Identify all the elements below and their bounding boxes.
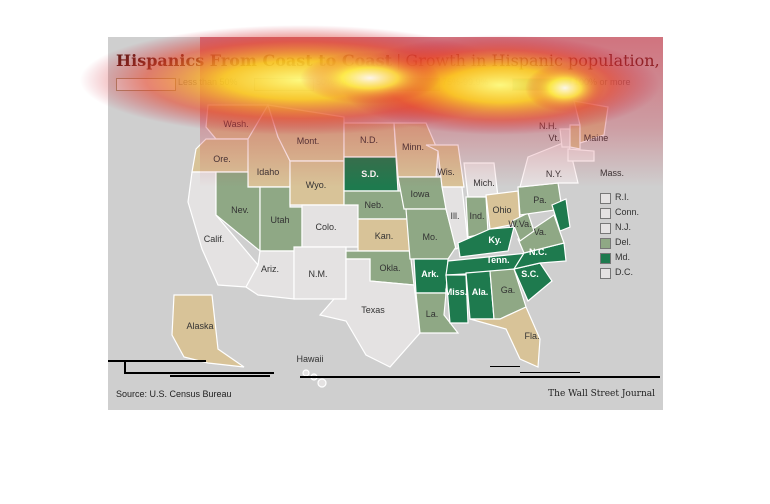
label-ohio: Ohio [492, 205, 511, 215]
divider-line [124, 360, 126, 374]
label-ariz: Ariz. [261, 264, 279, 274]
label-sc: S.C. [521, 269, 539, 279]
label-ga: Ga. [501, 285, 516, 295]
state-nh [569, 124, 581, 150]
label-ore: Ore. [213, 154, 231, 164]
legend-swatch-75to100 [380, 78, 440, 91]
label-mass: Mass. [600, 168, 624, 178]
title-separator: | [396, 51, 402, 70]
key-label-ri: R.I. [615, 192, 630, 202]
key-label-del: Del. [615, 237, 632, 247]
label-texas: Texas [361, 305, 385, 315]
key-label-nj: N.J. [615, 222, 632, 232]
state-ny [519, 140, 579, 188]
state-mass [567, 148, 595, 162]
key-label-conn: Conn. [615, 207, 640, 217]
legend-label-75to100: 75%-99.9% [442, 77, 489, 87]
us-map: Wash. Ore. Calif. Idaho Nev. Utah Ariz. … [171, 100, 624, 388]
legend-swatch-50to75 [254, 78, 314, 91]
key-box-nj [600, 223, 611, 234]
source-note: Source: U.S. Census Bureau [116, 389, 232, 399]
divider-line [124, 372, 274, 374]
label-la: La. [426, 309, 439, 319]
divider-line [300, 376, 660, 378]
key-box-ri [600, 193, 611, 204]
label-ind: Ind. [469, 211, 484, 221]
label-nm: N.M. [309, 269, 328, 279]
label-hawaii: Hawaii [296, 354, 323, 364]
label-ky: Ky. [488, 235, 501, 245]
label-fla: Fla. [524, 331, 539, 341]
state-hawaii-island [317, 378, 327, 388]
key-label-dc: D.C. [615, 267, 633, 277]
label-idaho: Idaho [257, 167, 280, 177]
legend-label-over100: 100% or more [574, 77, 631, 87]
label-neb: Neb. [364, 200, 383, 210]
state-vt [559, 128, 571, 148]
map-graphic: Wash. Ore. Calif. Idaho Nev. Utah Ariz. … [108, 37, 663, 410]
key-box-dc [600, 268, 611, 279]
divider-line [170, 375, 270, 377]
label-nc: N.C. [529, 247, 547, 257]
legend-swatch-under50 [116, 78, 176, 91]
state-mo [405, 208, 457, 260]
label-kan: Kan. [375, 231, 394, 241]
label-wva: W.Va. [508, 219, 531, 229]
state-miss [445, 274, 469, 324]
label-ny: N.Y. [546, 169, 562, 179]
label-okla: Okla. [379, 263, 400, 273]
map-title: Hispanics From Coast to Coast | Growth in … [116, 51, 663, 70]
title-sub: Growth in Hispanic population, 2000-10 [405, 51, 663, 70]
state-va [517, 214, 565, 254]
label-vt: Vt. [548, 133, 559, 143]
state-fla [469, 306, 541, 368]
label-va: Va. [534, 227, 547, 237]
state-texas [318, 258, 421, 368]
key-box-del [600, 238, 611, 249]
label-tenn: Tenn. [486, 255, 509, 265]
label-mo: Mo. [422, 232, 437, 242]
divider-line [490, 366, 520, 367]
label-colo: Colo. [315, 222, 336, 232]
label-iowa: Iowa [410, 189, 429, 199]
label-ill: Ill. [451, 211, 460, 221]
label-calif: Calif. [204, 234, 225, 244]
label-minn: Minn. [402, 142, 424, 152]
key-label-md: Md. [615, 252, 631, 262]
key-box-md [600, 253, 611, 264]
label-wis: Wis. [437, 167, 455, 177]
divider-line [520, 372, 580, 373]
label-pa: Pa. [533, 195, 547, 205]
label-mont: Mont. [297, 136, 320, 146]
label-nh: N.H. [539, 121, 557, 131]
label-wyo: Wyo. [306, 180, 326, 190]
state-la [415, 292, 460, 334]
legend-label-under50: Less than 50% [178, 77, 238, 87]
label-ark: Ark. [421, 269, 439, 279]
state-alaska [171, 294, 245, 368]
label-mich: Mich. [473, 178, 495, 188]
divider-line [108, 360, 206, 362]
label-ala: Ala. [472, 287, 489, 297]
label-miss: Miss. [445, 287, 468, 297]
label-maine: Maine [584, 133, 609, 143]
state-wva [511, 212, 535, 242]
label-wash: Wash. [223, 119, 248, 129]
label-sd: S.D. [361, 169, 379, 179]
credit-line: The Wall Street Journal [548, 389, 655, 399]
label-nd: N.D. [360, 135, 378, 145]
legend-label-50to75: 50%-74.9% [316, 77, 363, 87]
state-ky [457, 226, 515, 258]
label-utah: Utah [270, 215, 289, 225]
state-md [551, 198, 571, 232]
legend-swatch-over100 [512, 78, 572, 91]
label-nev: Nev. [231, 205, 249, 215]
label-alaska: Alaska [186, 321, 213, 331]
state-ariz [245, 250, 295, 300]
title-main: Hispanics From Coast to Coast [116, 51, 393, 70]
key-box-conn [600, 208, 611, 219]
